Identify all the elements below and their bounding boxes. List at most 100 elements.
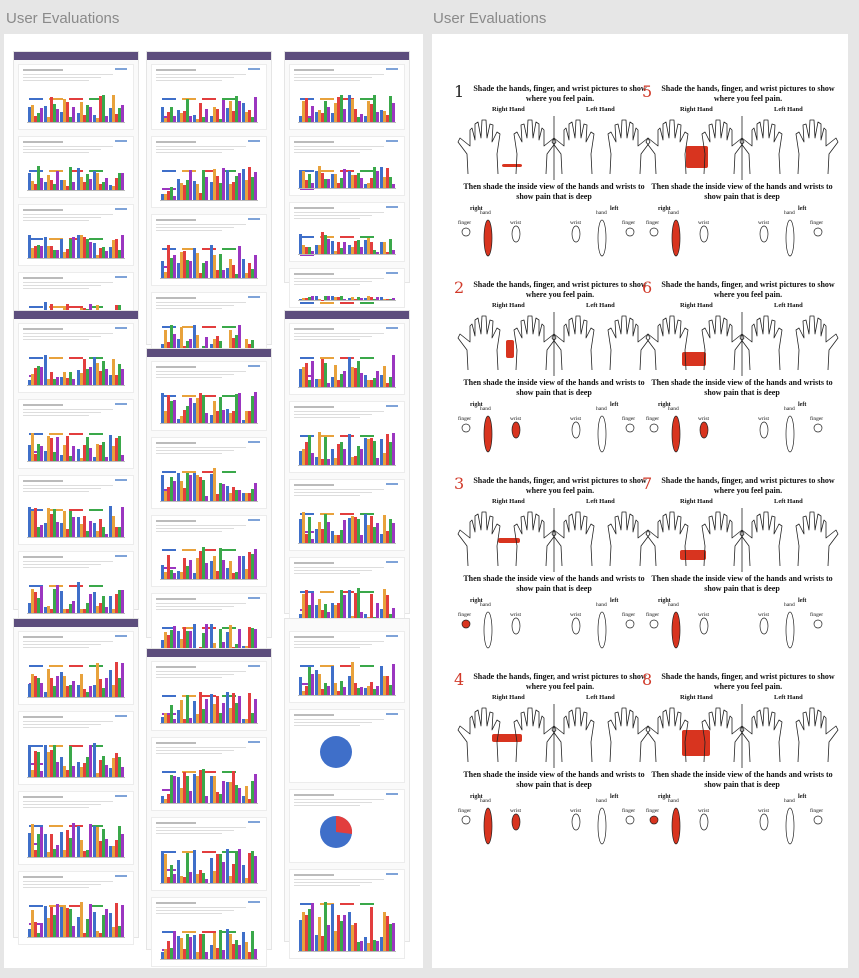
pain-sheet[interactable]: 4 Shade the hands, finger, and wrist pict… [454,670,654,848]
copy-link[interactable] [248,741,260,743]
copy-link[interactable] [115,403,127,405]
legend-swatch [222,326,236,328]
copy-link[interactable] [248,665,260,667]
bar [166,112,170,122]
pain-sheet[interactable]: 8 Shade the hands, finger, and wrist pict… [642,670,842,848]
bar [369,104,373,122]
copy-link[interactable] [386,873,398,875]
deep-view-diagram[interactable] [642,610,842,650]
deep-view-diagram[interactable] [454,806,654,846]
hands-diagram[interactable] [642,112,842,182]
legend-swatch [182,326,196,328]
copy-link[interactable] [248,218,260,220]
legend-swatch [162,170,176,172]
left-frame-title[interactable]: User Evaluations [6,10,120,27]
copy-link[interactable] [386,713,398,715]
hands-diagram[interactable] [454,700,654,770]
right-frame-title[interactable]: User Evaluations [433,10,547,27]
copy-link[interactable] [115,479,127,481]
hands-diagram[interactable] [642,308,842,378]
copy-link[interactable] [386,206,398,208]
deep-view-diagram[interactable] [454,414,654,454]
deep-view-diagram[interactable] [642,414,842,454]
bar [248,798,252,803]
panel-text [156,230,222,231]
copy-link[interactable] [115,68,127,70]
bar [166,190,170,200]
bar [228,560,232,579]
hands-diagram[interactable] [454,504,654,574]
copy-link[interactable] [386,405,398,407]
copy-link[interactable] [115,875,127,877]
pain-sheet[interactable]: 6 Shade the hands, finger, and wrist pict… [642,278,842,456]
bar-group [380,295,396,300]
hands-diagram[interactable] [642,700,842,770]
copy-link[interactable] [248,365,260,367]
pain-sheet[interactable]: 7 Shade the hands, finger, and wrist pict… [642,474,842,652]
deep-view-diagram[interactable] [642,218,842,258]
bar [182,111,186,122]
copy-link[interactable] [386,68,398,70]
hand-label: hand [784,602,795,608]
copy-link[interactable] [115,635,127,637]
copy-link[interactable] [115,715,127,717]
deep-view-diagram[interactable] [454,610,654,650]
bar [63,905,67,937]
chart-panel [18,551,134,621]
legend-swatch [300,236,314,238]
finger-deep-shape [649,619,659,629]
deep-view-diagram[interactable] [642,806,842,846]
copy-link[interactable] [248,68,260,70]
copy-link[interactable] [248,821,260,823]
copy-link[interactable] [115,327,127,329]
wrist-label: wrist [698,220,709,226]
copy-link[interactable] [115,555,127,557]
pain-sheet[interactable]: 5 Shade the hands, finger, and wrist pict… [642,82,842,260]
bar [39,177,43,190]
copy-link[interactable] [386,327,398,329]
hand-sheets-frame[interactable]: 1 Shade the hands, finger, and wrist pict… [432,34,848,968]
copy-link[interactable] [248,597,260,599]
copy-link[interactable] [115,140,127,142]
bar [115,114,119,122]
pain-sheet[interactable]: 1 Shade the hands, finger, and wrist pict… [454,82,654,260]
copy-link[interactable] [115,276,127,278]
copy-link[interactable] [386,140,398,142]
panel-text [23,415,89,416]
panel-heading [294,874,334,876]
copy-link[interactable] [248,140,260,142]
bar [63,676,67,697]
hands-diagram[interactable] [642,504,842,574]
report-pages-frame[interactable] [4,34,423,968]
panel-text [156,77,234,78]
right-side-label: right [470,206,483,212]
copy-link[interactable] [115,795,127,797]
panel-heading [294,714,334,716]
bar [169,187,173,200]
copy-link[interactable] [248,901,260,903]
deep-view-diagram[interactable] [454,218,654,258]
copy-link[interactable] [386,793,398,795]
copy-link[interactable] [386,635,398,637]
pain-sheet[interactable]: 2 Shade the hands, finger, and wrist pict… [454,278,654,456]
hands-diagram[interactable] [454,308,654,378]
bar [43,451,47,461]
copy-link[interactable] [115,208,127,210]
bar [63,609,67,613]
legend-swatch [222,695,236,697]
pain-sheet[interactable]: 3 Shade the hands, finger, and wrist pict… [454,474,654,652]
copy-link[interactable] [248,441,260,443]
hands-diagram[interactable] [454,112,654,182]
hand-outline [645,707,689,763]
bar [95,531,99,537]
copy-link[interactable] [386,272,398,274]
finger-deep-shape [813,619,823,629]
bar-group [363,658,379,695]
copy-link[interactable] [386,561,398,563]
bar-group [363,584,379,621]
bar-group [109,163,125,190]
copy-link[interactable] [248,296,260,298]
copy-link[interactable] [248,519,260,521]
bar [369,178,373,188]
copy-link[interactable] [386,483,398,485]
